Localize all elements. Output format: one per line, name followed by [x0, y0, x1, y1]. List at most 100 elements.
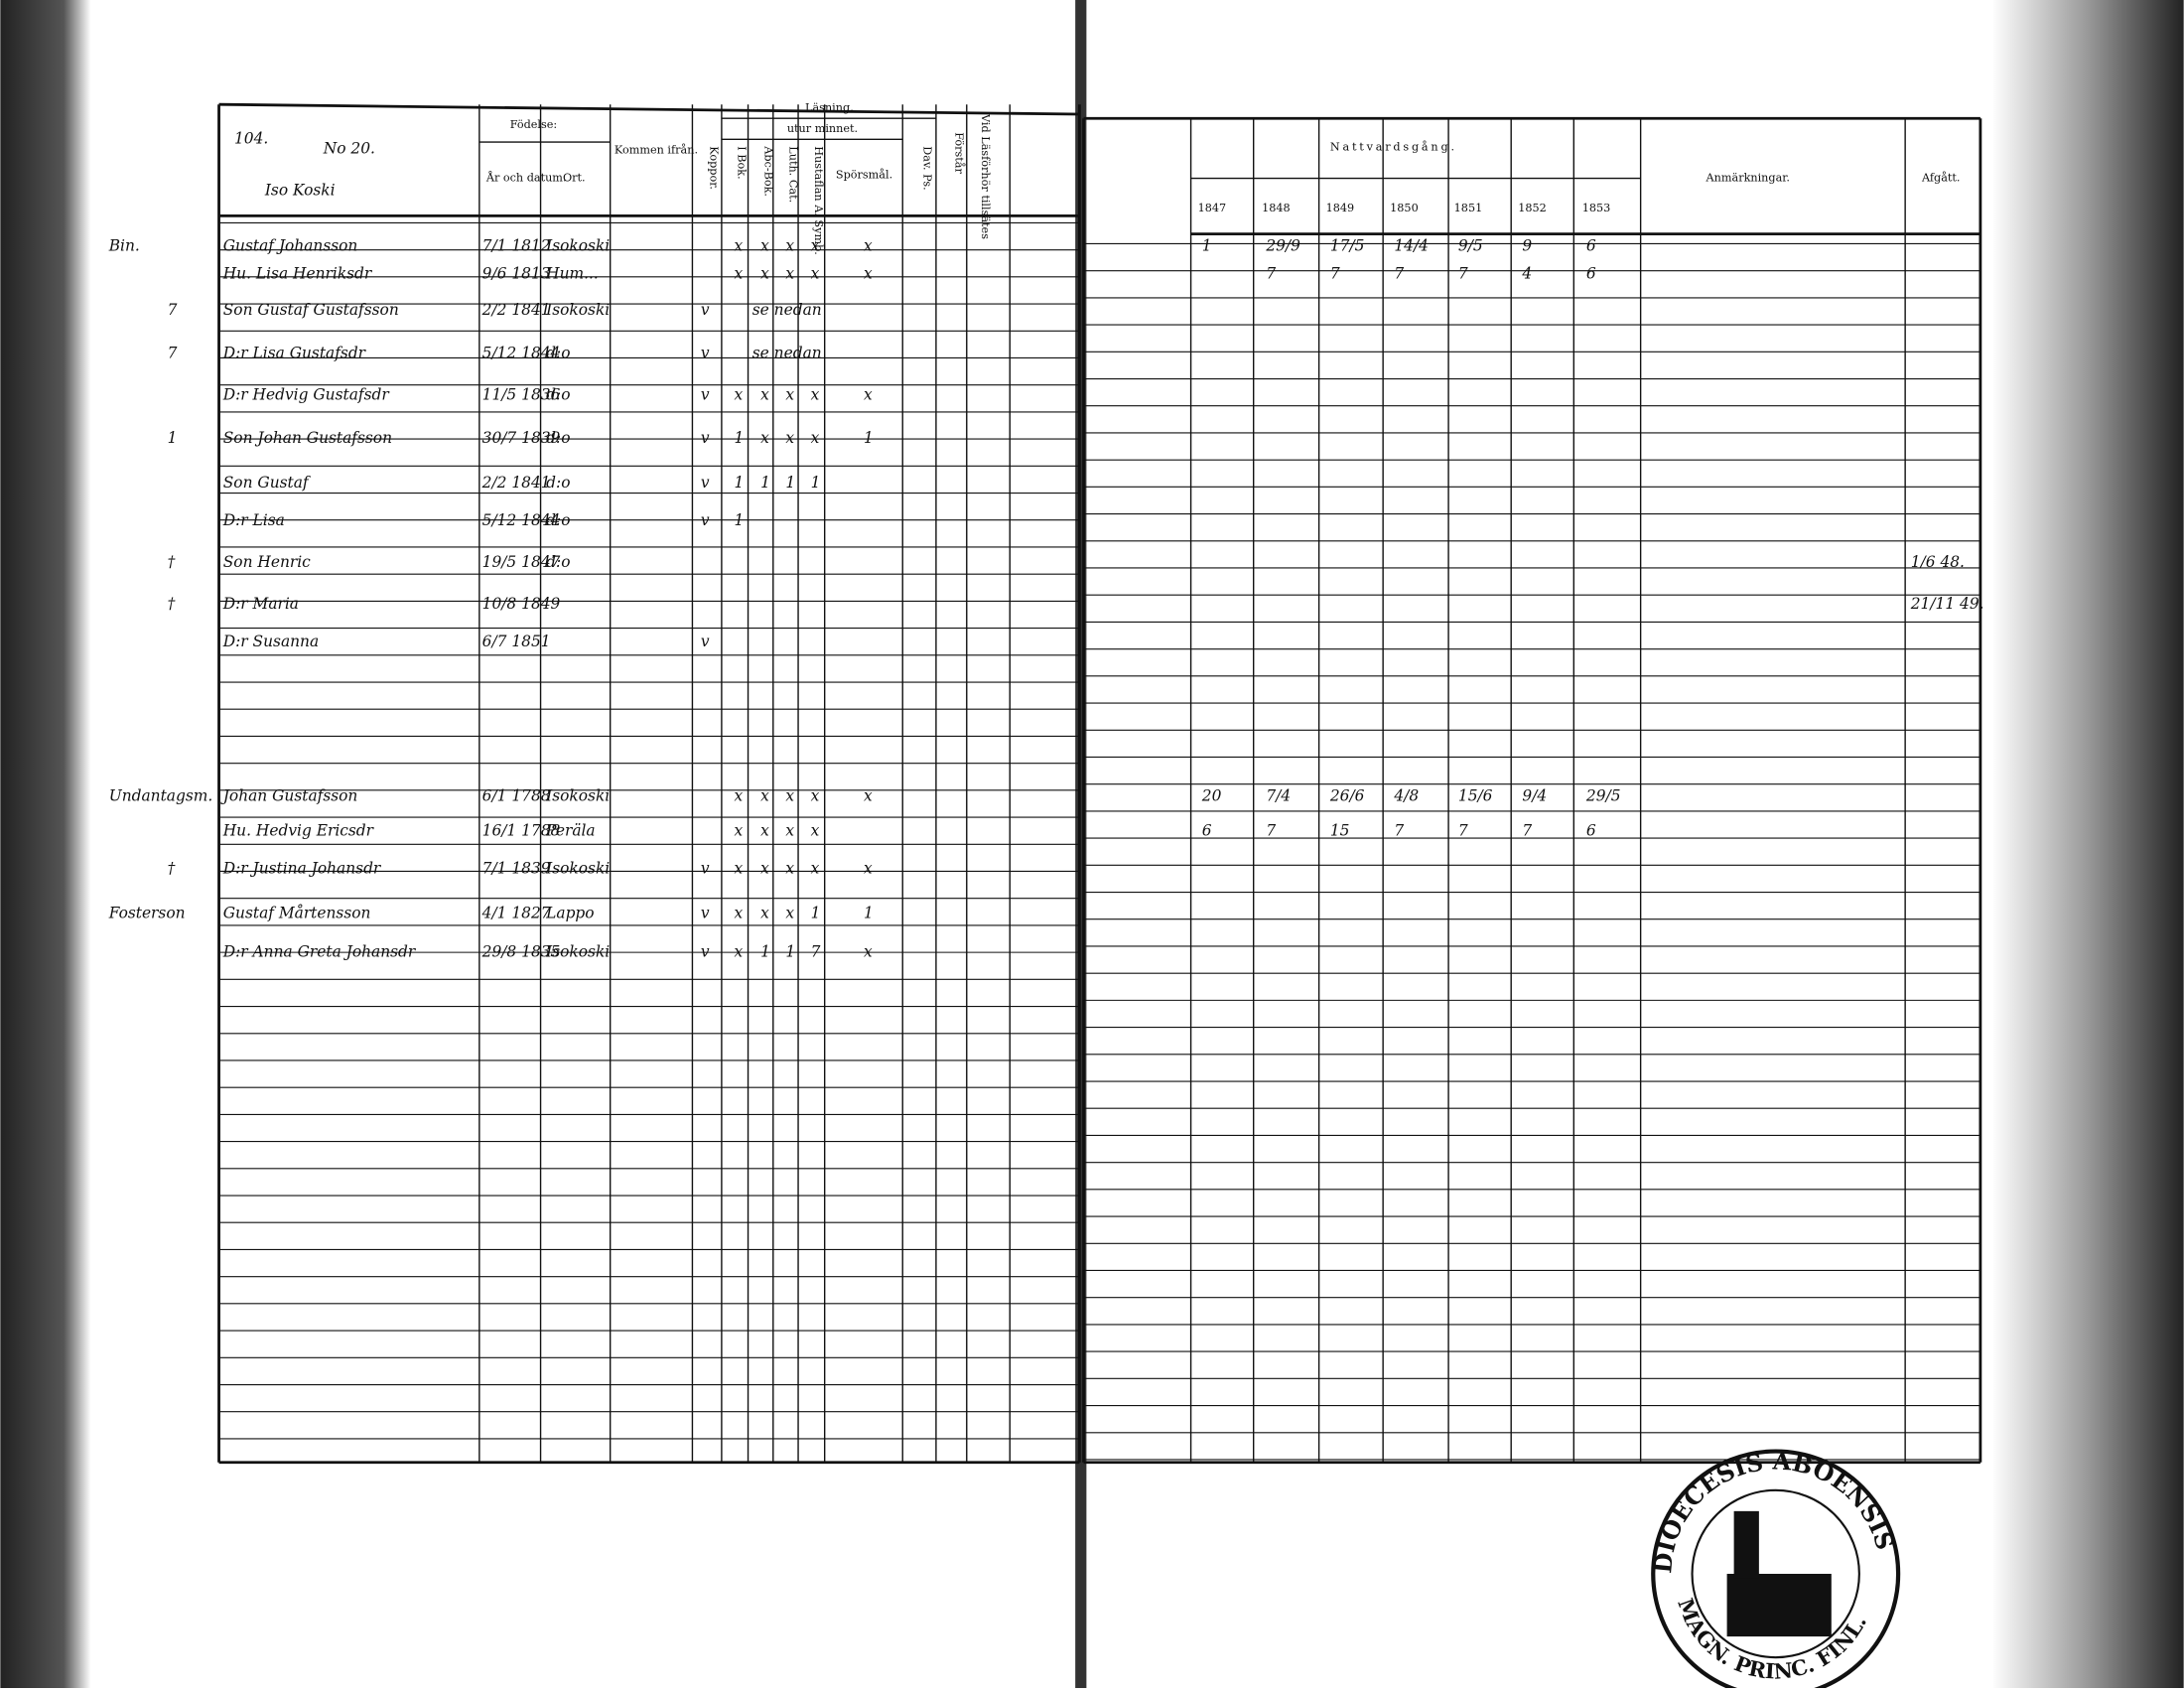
text: Födelse: [510, 118, 558, 131]
text: 1 [760, 943, 770, 961]
text: x [785, 236, 794, 254]
text: 1850 [1390, 202, 1419, 214]
text: Lappo [545, 904, 594, 921]
text: x [785, 787, 794, 805]
text: d:o [546, 511, 570, 529]
text: d:o [546, 474, 570, 492]
text: 21/11 49. [1910, 595, 1984, 613]
text: v [701, 633, 710, 650]
text: † [168, 859, 176, 877]
text: 10/8 1849 [482, 595, 561, 613]
text: 4 [1521, 265, 1532, 283]
text: År och datum. [485, 170, 567, 184]
text: x [811, 859, 820, 877]
text: x [811, 822, 820, 840]
text: 29/9 [1265, 236, 1300, 254]
text: x [864, 943, 873, 961]
text: Isokoski [545, 236, 610, 254]
text: 26/6 [1329, 787, 1365, 805]
text: x [735, 859, 744, 877]
text: 15 [1330, 822, 1350, 840]
text: 1849 [1326, 202, 1355, 214]
text: 6 [1586, 236, 1596, 254]
text: Läsning, [805, 101, 854, 114]
text: 15/6 [1458, 787, 1493, 805]
text: x [864, 265, 873, 283]
text: D:r Maria [222, 595, 299, 613]
text: No 20. [323, 139, 375, 157]
text: x [785, 429, 794, 447]
text: 11/5 1836 [482, 386, 561, 404]
text: 1 [785, 474, 795, 492]
text: Abc-Bok. [761, 145, 774, 197]
text: 17/5 [1330, 236, 1365, 254]
text: x [811, 787, 820, 805]
text: d:o [546, 429, 570, 447]
text: 7 [168, 344, 178, 361]
text: 7 [168, 301, 178, 319]
text: 1848 [1262, 202, 1291, 214]
text: utur minnet. [787, 122, 858, 135]
text: 1 [760, 474, 770, 492]
text: † [168, 595, 176, 613]
text: v [701, 474, 710, 492]
text: Anmärkningar. [1706, 171, 1790, 184]
text: Isokoski [545, 943, 610, 961]
text: Nattvardsgång. [1330, 140, 1457, 153]
text: 30/7 1839 [482, 429, 561, 447]
text: v [701, 943, 710, 961]
text: Fosterson [108, 904, 186, 921]
text: 20 [1201, 787, 1222, 805]
text: D:r Lisa Gustafsdr [222, 344, 367, 361]
text: Isokoski [545, 301, 610, 319]
text: Koppor. [708, 146, 721, 190]
text: x [760, 822, 769, 840]
text: D:r Justina Johansdr [222, 859, 382, 877]
text: 1 [735, 474, 745, 492]
text: 1852 [1518, 202, 1547, 214]
text: I Bok. [736, 146, 749, 179]
text: x [735, 236, 744, 254]
text: 7/1 1839 [482, 859, 551, 877]
text: x [864, 386, 873, 404]
text: 7 [1458, 265, 1468, 283]
text: 7 [811, 943, 821, 961]
text: 14/4 [1394, 236, 1429, 254]
text: x [760, 265, 769, 283]
text: Iso Koski [264, 181, 336, 199]
text: D:r Hedvig Gustafsdr [222, 386, 391, 404]
text: x [735, 904, 744, 921]
text: 29/5 [1585, 787, 1621, 805]
text: Gustaf Johansson [223, 236, 358, 254]
text: 4/1 1827 [481, 904, 551, 921]
text: v [701, 429, 710, 447]
text: Hustaflan A. Symb. [812, 146, 825, 255]
text: Son Gustaf [223, 474, 311, 492]
text: x [864, 859, 873, 877]
text: Isokoski [545, 859, 610, 877]
text: 7 [1330, 265, 1340, 283]
text: Son Gustaf Gustafsson [223, 301, 399, 319]
text: 6/7 1851 [482, 633, 551, 650]
text: D:r Susanna [222, 633, 319, 650]
text: 5/12 1844 [482, 344, 561, 361]
text: se nedan [752, 301, 822, 319]
text: 7/1 1812 [482, 236, 551, 254]
text: 1 [811, 474, 821, 492]
text: 1 [811, 904, 821, 921]
text: D:r Anna Greta Johansdr [222, 943, 417, 961]
text: x [811, 386, 820, 404]
text: Förstår [953, 132, 966, 174]
text: v [701, 511, 710, 529]
text: Ort. [563, 171, 586, 184]
text: 1 [168, 429, 178, 447]
text: 1 [735, 511, 745, 529]
text: v [701, 344, 710, 361]
text: x [735, 943, 744, 961]
text: 7/4 [1266, 787, 1291, 805]
text: x [760, 429, 769, 447]
text: 1 [1202, 236, 1212, 254]
text: Son Henric [223, 553, 311, 571]
